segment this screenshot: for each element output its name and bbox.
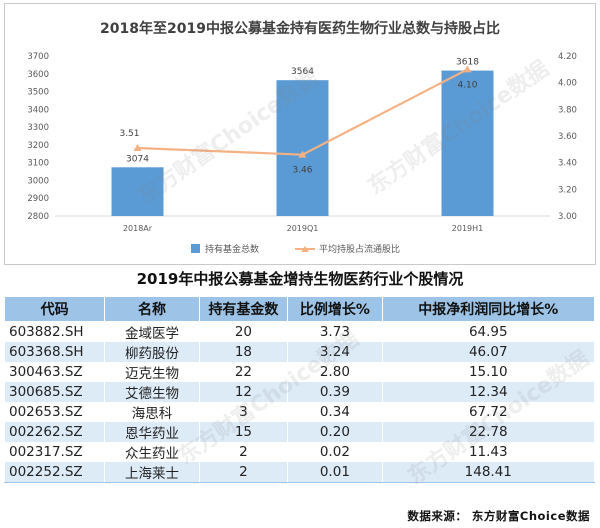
y-right-tick-label: 3.20 — [558, 185, 577, 195]
legend-bar-swatch — [191, 244, 200, 253]
table-cell: 0.39 — [287, 382, 383, 402]
table-cell: 15.10 — [381, 362, 596, 382]
y-left-tick-label: 3400 — [27, 105, 49, 115]
bar — [441, 70, 494, 216]
table-cell: 603882.SH — [3, 321, 106, 342]
bar — [111, 167, 164, 216]
table-cell: 300463.SZ — [3, 362, 106, 382]
table-title: 2019年中报公募基金增持生物医药行业个股情况 — [136, 270, 464, 288]
table-cell: 2 — [198, 442, 289, 462]
line-data-label: 4.10 — [457, 80, 477, 90]
y-right-tick-label: 3.80 — [558, 105, 577, 115]
y-left-tick-label: 3300 — [27, 123, 49, 133]
table-cell: 2.80 — [287, 362, 383, 382]
table-row: 603368.SH 柳药股份 18 3.24 46.07 — [3, 342, 596, 362]
legend-bar-label: 持有基金总数 — [205, 243, 259, 255]
table-cell: 0.20 — [287, 422, 383, 442]
table-cell: 3 — [198, 402, 289, 422]
line-data-label: 3.51 — [119, 129, 139, 139]
bar — [276, 80, 329, 216]
table-cell: 002653.SZ — [3, 402, 106, 422]
table-cell: 22.78 — [381, 422, 596, 442]
table-cell: 603368.SH — [3, 342, 106, 362]
stocks-table: 代码 名称 持有基金数 比例增长% 中报净利润同比增长% 603882.SH 金域医学 20… — [3, 296, 596, 483]
table-cell: 0.34 — [287, 402, 383, 422]
table-cell: 148.41 — [381, 462, 596, 483]
y-right-tick-label: 4.20 — [558, 52, 577, 62]
table-cell: 18 — [198, 342, 289, 362]
table-cell: 海思科 — [104, 402, 200, 422]
table-row: 002317.SZ 众生药业 2 0.02 11.43 — [3, 442, 596, 462]
chart-title: 2018年至2019中报公募基金持有医药生物行业总数与持股占比 — [100, 20, 500, 37]
table-row: 002653.SZ 海思科 3 0.34 67.72 — [3, 402, 596, 422]
y-left-tick-label: 3100 — [27, 159, 49, 169]
y-left-tick-label: 3600 — [27, 70, 49, 80]
x-tick-label: 2019Q1 — [287, 224, 319, 233]
table-row: 603882.SH 金域医学 20 3.73 64.95 — [3, 321, 596, 342]
line-marker — [463, 65, 472, 73]
y-left-tick-label: 3200 — [27, 141, 49, 151]
chart-panel: 2018年至2019中报公募基金持有医药生物行业总数与持股占比 2800 2900 3… — [4, 3, 596, 265]
table-cell: 67.72 — [381, 402, 596, 422]
table-cell: 15 — [198, 422, 289, 442]
table-header-cell: 比例增长% — [287, 296, 383, 322]
y-left-tick-label: 3000 — [27, 176, 49, 186]
table-cell: 12 — [198, 382, 289, 402]
y-left-tick-label: 3500 — [27, 88, 49, 98]
table-cell: 迈克生物 — [104, 362, 200, 382]
y-right-tick-label: 4.00 — [558, 79, 577, 89]
table-cell: 3.73 — [287, 321, 383, 342]
table-header-cell: 中报净利润同比增长% — [381, 296, 596, 322]
y-right-tick-label: 3.60 — [558, 132, 577, 142]
table-cell: 众生药业 — [104, 442, 200, 462]
table-cell: 12.34 — [381, 382, 596, 402]
legend-line-marker — [301, 246, 309, 252]
table-header-row: 代码 名称 持有基金数 比例增长% 中报净利润同比增长% — [3, 296, 596, 322]
table-row: 300463.SZ 迈克生物 22 2.80 15.10 — [3, 362, 596, 382]
table-cell: 艾德生物 — [104, 382, 200, 402]
bar-data-label: 3074 — [126, 154, 149, 164]
source-note: 数据来源： 东方财富Choice数据 — [407, 509, 590, 523]
table-header-cell: 代码 — [3, 296, 106, 322]
y-left-tick-label: 3700 — [27, 52, 49, 62]
legend-line-label: 平均持股占流通股比 — [319, 243, 400, 255]
table-cell: 上海莱士 — [104, 462, 200, 483]
table-cell: 22 — [198, 362, 289, 382]
line-data-label: 3.46 — [292, 166, 312, 176]
table-cell: 2 — [198, 462, 289, 483]
table-header-cell: 名称 — [104, 296, 200, 322]
table-cell: 300685.SZ — [3, 382, 106, 402]
table-row: 002262.SZ 恩华药业 15 0.20 22.78 — [3, 422, 596, 442]
x-tick-label: 2018Ar — [123, 224, 153, 233]
table-cell: 002317.SZ — [3, 442, 106, 462]
table-cell: 11.43 — [381, 442, 596, 462]
y-left-tick-label: 2800 — [27, 212, 49, 222]
combo-chart: 2018年至2019中报公募基金持有医药生物行业总数与持股占比 2800 2900 3… — [27, 20, 577, 255]
y-right-tick-label: 3.00 — [558, 212, 577, 222]
table-cell: 0.01 — [287, 462, 383, 483]
table-row: 002252.SZ 上海莱士 2 0.01 148.41 — [3, 462, 596, 483]
table-cell: 金域医学 — [104, 321, 200, 342]
table-cell: 002262.SZ — [3, 422, 106, 442]
bar-data-label: 3618 — [456, 58, 479, 68]
line-marker — [298, 150, 307, 158]
table-header-cell: 持有基金数 — [198, 296, 289, 322]
x-tick-label: 2019H1 — [452, 224, 483, 233]
table-cell: 46.07 — [381, 342, 596, 362]
line-marker — [133, 144, 142, 151]
table-body: 603882.SH 金域医学 20 3.73 64.95 603368.SH 柳药股份 18 3… — [3, 321, 596, 483]
table-cell: 0.02 — [287, 442, 383, 462]
table-cell: 64.95 — [381, 321, 596, 342]
y-left-tick-label: 2900 — [27, 194, 49, 204]
table-cell: 002252.SZ — [3, 462, 106, 483]
table-cell: 20 — [198, 321, 289, 342]
bar-data-label: 3564 — [291, 67, 314, 77]
table-cell: 3.24 — [287, 342, 383, 362]
y-right-tick-label: 3.40 — [558, 159, 577, 169]
table-row: 300685.SZ 艾德生物 12 0.39 12.34 — [3, 382, 596, 402]
table-cell: 恩华药业 — [104, 422, 200, 442]
table-cell: 柳药股份 — [104, 342, 200, 362]
